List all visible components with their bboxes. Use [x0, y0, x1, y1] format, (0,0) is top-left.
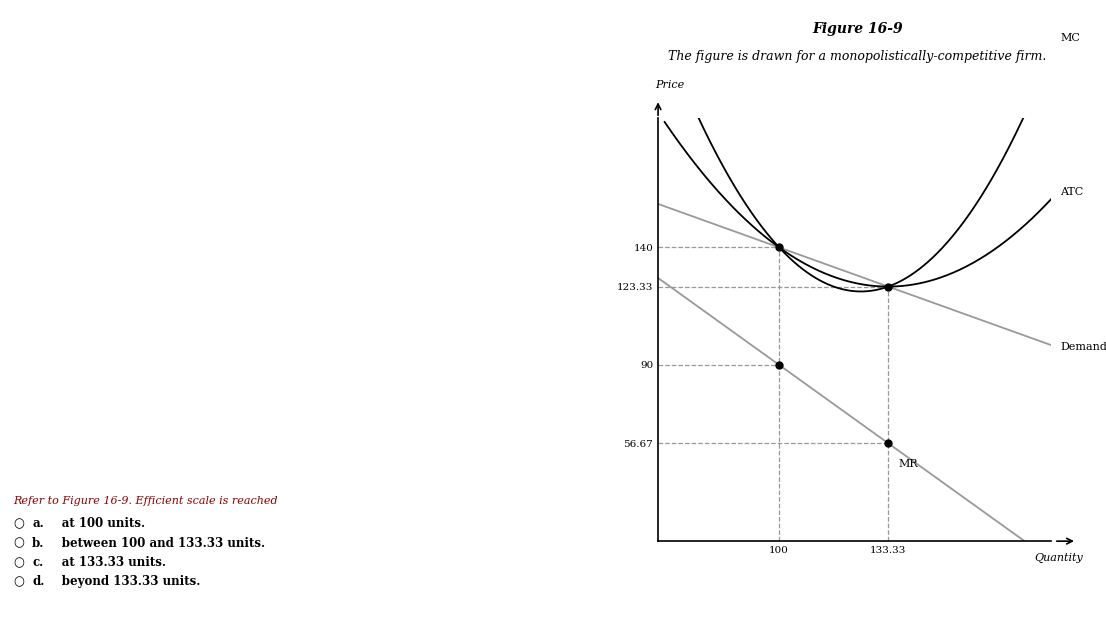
Text: c.: c.: [32, 556, 43, 569]
Text: Refer to Figure 16-9. Efficient scale is reached: Refer to Figure 16-9. Efficient scale is…: [13, 496, 278, 506]
Text: ○: ○: [13, 575, 24, 588]
Text: ○: ○: [13, 556, 24, 569]
Text: b.: b.: [32, 537, 44, 549]
Text: ○: ○: [13, 518, 24, 530]
Text: beyond 133.33 units.: beyond 133.33 units.: [50, 575, 200, 588]
Text: at 100 units.: at 100 units.: [50, 518, 145, 530]
Text: Quantity: Quantity: [1035, 553, 1084, 563]
Text: at 133.33 units.: at 133.33 units.: [50, 556, 166, 569]
Text: ATC: ATC: [1061, 187, 1084, 197]
Text: MC: MC: [1061, 33, 1081, 43]
Text: ○: ○: [13, 537, 24, 549]
Text: Price: Price: [655, 80, 684, 90]
Text: Demand: Demand: [1061, 342, 1106, 352]
Text: Figure 16-9: Figure 16-9: [812, 22, 902, 36]
Text: d.: d.: [32, 575, 44, 588]
Text: The figure is drawn for a monopolistically-competitive firm.: The figure is drawn for a monopolistical…: [668, 50, 1046, 63]
Text: MR: MR: [898, 460, 918, 470]
Text: a.: a.: [32, 518, 44, 530]
Text: between 100 and 133.33 units.: between 100 and 133.33 units.: [50, 537, 265, 549]
